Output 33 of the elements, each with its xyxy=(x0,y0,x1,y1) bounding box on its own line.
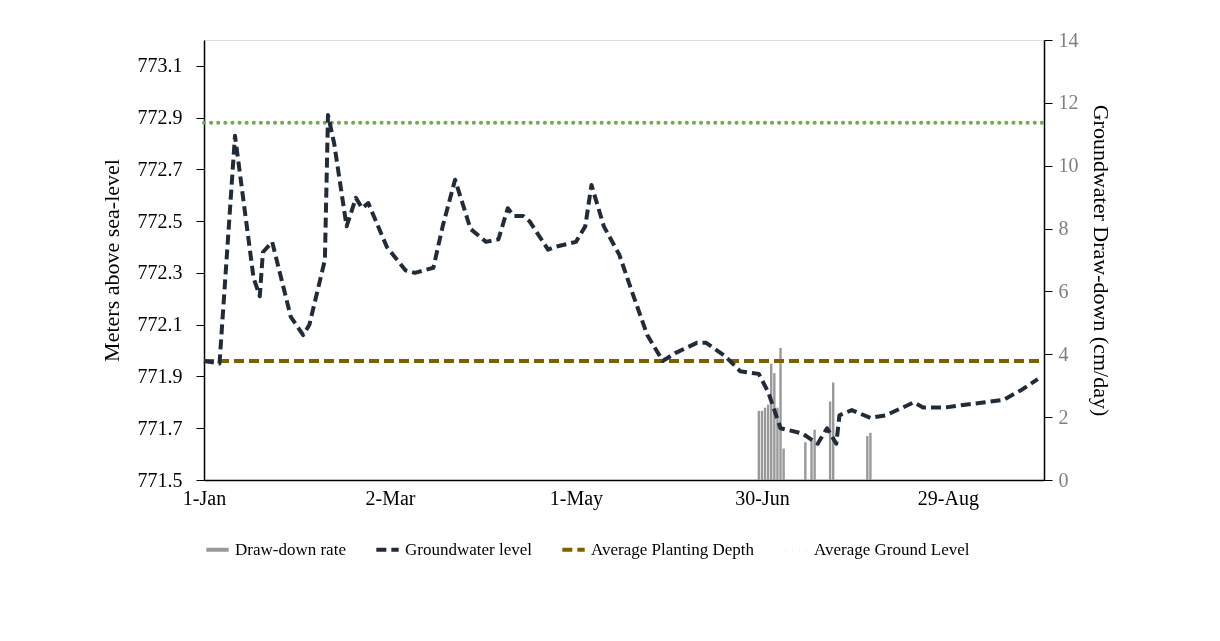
y2-tick-label: 14 xyxy=(1058,28,1079,51)
y-tick-label: 772.1 xyxy=(137,313,183,336)
legend-label: Draw-down rate xyxy=(235,539,346,559)
y2-tick-label: 10 xyxy=(1058,154,1079,177)
bar xyxy=(869,432,872,480)
y2-tick-label: 6 xyxy=(1058,279,1069,302)
x-tick-label: 1-May xyxy=(549,486,604,510)
line-series xyxy=(202,113,1040,446)
y-tick-label: 771.7 xyxy=(137,416,183,439)
x-tick-label: 1-Jan xyxy=(182,486,227,509)
x-tick-label: 29-Aug xyxy=(917,486,979,510)
y2-tick-label: 8 xyxy=(1058,217,1069,240)
y2-tick-label: 4 xyxy=(1058,342,1069,365)
legend-label: Groundwater level xyxy=(405,539,533,559)
legend-label: Average Ground Level xyxy=(814,539,970,559)
y-tick-label: 772.3 xyxy=(137,261,183,284)
x-tick-label: 30-Jun xyxy=(735,486,790,509)
y2-tick-label: 12 xyxy=(1058,91,1079,114)
legend-label: Average Planting Depth xyxy=(591,539,755,559)
bar xyxy=(866,436,869,480)
y-tick-label: 771.9 xyxy=(137,364,183,387)
y-tick-label: 773.1 xyxy=(137,54,183,77)
y-axis-title: Meters above sea-level xyxy=(98,159,124,362)
bar xyxy=(804,442,807,480)
y-tick-label: 772.9 xyxy=(137,106,183,129)
y2-tick-label: 0 xyxy=(1058,468,1069,491)
x-tick-label: 2-Mar xyxy=(365,486,416,509)
y-tick-label: 771.5 xyxy=(137,468,183,491)
bar xyxy=(813,429,816,480)
y2-tick-label: 2 xyxy=(1058,405,1069,428)
y-tick-label: 772.5 xyxy=(137,209,183,232)
y-tick-label: 772.7 xyxy=(137,157,183,180)
y2-axis-title: Groundwater Draw-down (cm/day) xyxy=(1088,104,1114,417)
